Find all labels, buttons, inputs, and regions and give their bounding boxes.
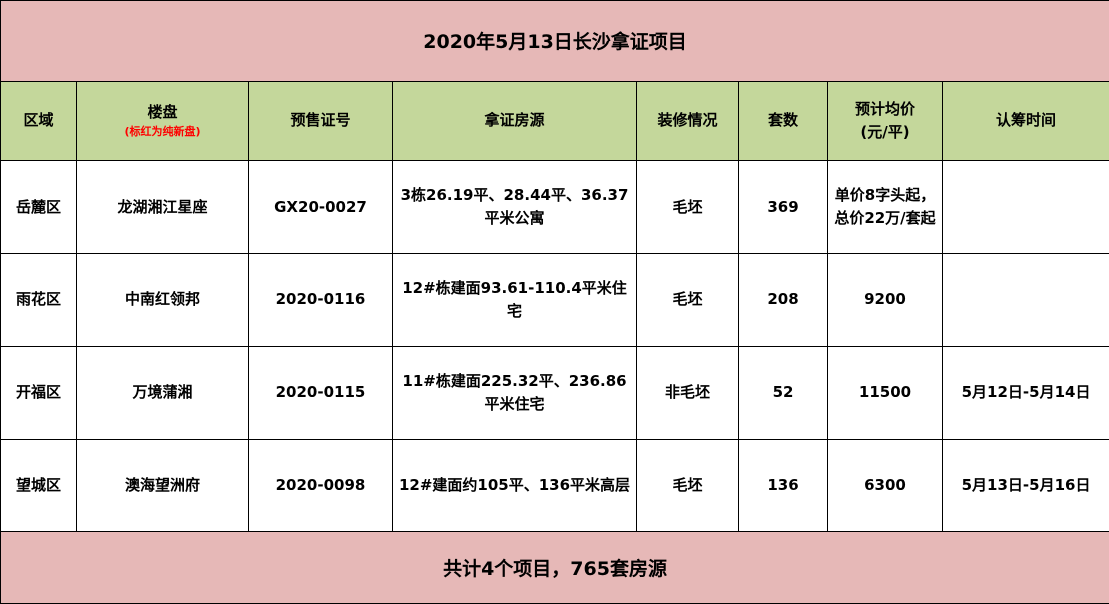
cell-project: 澳海望洲府 xyxy=(76,438,249,533)
cell-project: 中南红领邦 xyxy=(76,253,249,347)
cell-project: 龙湖湘江星座 xyxy=(76,160,249,255)
cell-district: 开福区 xyxy=(0,345,77,440)
table-row: 雨花区 中南红领邦 2020-0116 12#栋建面93.61-110.4平米住… xyxy=(0,253,1109,347)
cell-price: 6300 xyxy=(827,438,943,533)
table-row: 开福区 万境蒲湘 2020-0115 11#栋建面225.32平、236.86平… xyxy=(0,345,1109,440)
title-row: 2020年5月13日长沙拿证项目 xyxy=(0,0,1109,82)
cell-project: 万境蒲湘 xyxy=(76,345,249,440)
cell-district: 望城区 xyxy=(0,438,77,533)
header-units: 套数 xyxy=(738,80,828,162)
cell-permit: 2020-0116 xyxy=(248,253,393,347)
table-footer: 共计4个项目，765套房源 xyxy=(0,531,1109,604)
header-project-note: (标红为纯新盘) xyxy=(124,125,201,139)
cell-subscription xyxy=(941,253,1109,347)
header-price: 预计均价(元/平) xyxy=(827,80,943,162)
cell-decoration: 毛坯 xyxy=(636,438,739,533)
header-permit: 预售证号 xyxy=(248,80,393,162)
cell-price: 9200 xyxy=(827,253,943,347)
cell-permit: 2020-0115 xyxy=(248,345,393,440)
table-row: 望城区 澳海望洲府 2020-0098 12#建面约105平、136平米高层 毛… xyxy=(0,438,1109,533)
header-decoration: 装修情况 xyxy=(636,80,739,162)
header-project: 楼盘 (标红为纯新盘) xyxy=(76,80,249,162)
cell-source: 12#栋建面93.61-110.4平米住宅 xyxy=(392,253,637,347)
header-source: 拿证房源 xyxy=(392,80,637,162)
cell-price: 单价8字头起，总价22万/套起 xyxy=(827,160,943,255)
cell-permit: 2020-0098 xyxy=(248,438,393,533)
cell-source: 11#栋建面225.32平、236.86平米住宅 xyxy=(392,345,637,440)
cell-district: 岳麓区 xyxy=(0,160,77,255)
header-subscription: 认筹时间 xyxy=(941,80,1109,162)
cell-decoration: 非毛坯 xyxy=(636,345,739,440)
header-project-label: 楼盘 xyxy=(147,103,178,122)
cell-price: 11500 xyxy=(827,345,943,440)
cell-decoration: 毛坯 xyxy=(636,160,739,255)
cell-decoration: 毛坯 xyxy=(636,253,739,347)
cell-source: 12#建面约105平、136平米高层 xyxy=(392,438,637,533)
cell-subscription: 5月12日-5月14日 xyxy=(941,345,1109,440)
table-row: 岳麓区 龙湖湘江星座 GX20-0027 3栋26.19平、28.44平、36.… xyxy=(0,160,1109,255)
footer-row: 共计4个项目，765套房源 xyxy=(0,531,1109,604)
cell-permit: GX20-0027 xyxy=(248,160,393,255)
cell-subscription xyxy=(941,160,1109,255)
cell-units: 52 xyxy=(738,345,828,440)
header-row: 区域 楼盘 (标红为纯新盘) 预售证号 拿证房源 装修情况 套数 预计均价(元/… xyxy=(0,80,1109,162)
cell-units: 136 xyxy=(738,438,828,533)
cell-units: 208 xyxy=(738,253,828,347)
table-title: 2020年5月13日长沙拿证项目 xyxy=(0,0,1109,82)
cell-district: 雨花区 xyxy=(0,253,77,347)
header-district: 区域 xyxy=(0,80,77,162)
cell-source: 3栋26.19平、28.44平、36.37平米公寓 xyxy=(392,160,637,255)
cell-subscription: 5月13日-5月16日 xyxy=(941,438,1109,533)
cell-units: 369 xyxy=(738,160,828,255)
